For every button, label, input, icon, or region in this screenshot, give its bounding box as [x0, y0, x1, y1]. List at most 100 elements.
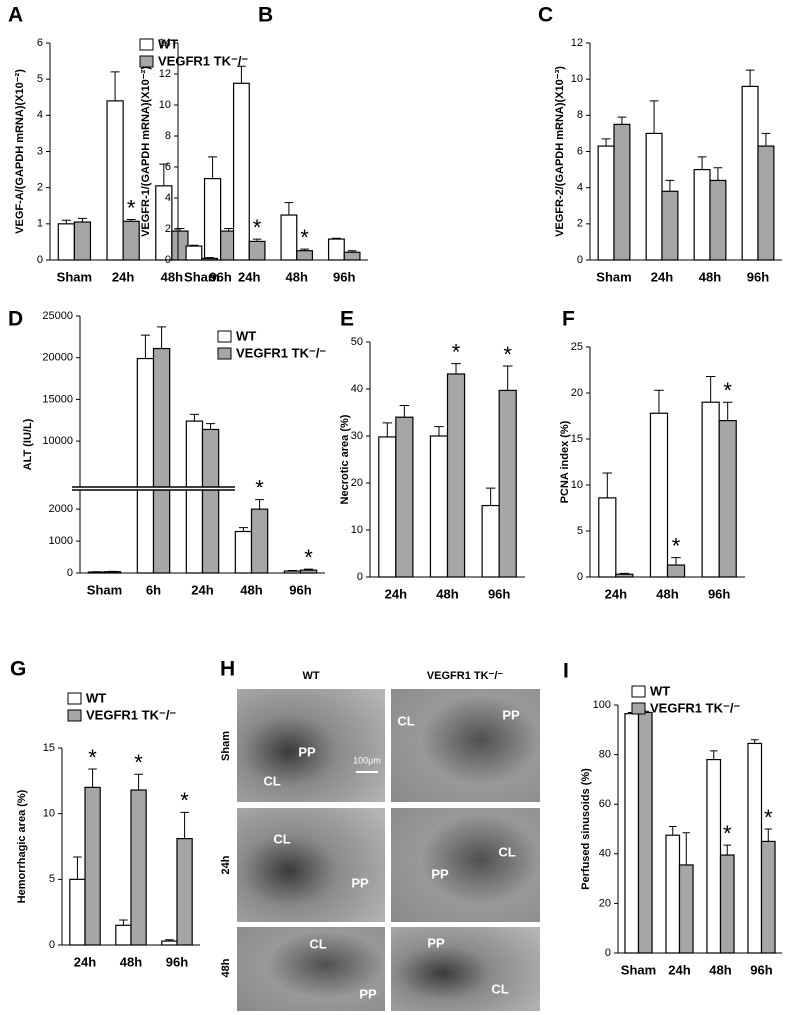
bar: [446, 373, 466, 578]
error-bar: [165, 939, 174, 942]
error-bar: [654, 389, 664, 414]
error-bar: [382, 422, 393, 437]
error-bar: [602, 472, 613, 498]
bar: [84, 786, 101, 946]
bar: [296, 250, 314, 261]
y-tick-label: 1: [37, 218, 43, 230]
significance-mark: *: [503, 342, 512, 367]
legend-swatch: [139, 55, 154, 68]
error-bar: [347, 250, 357, 253]
x-tick-label: 24h: [385, 586, 407, 601]
error-bar: [671, 557, 681, 566]
error-bar: [399, 404, 410, 418]
region-label: PP: [431, 866, 449, 881]
bar: [615, 573, 634, 578]
y-axis-label: PCNA index (%): [559, 420, 571, 503]
x-tick-label: 48h: [709, 962, 731, 977]
y-tick-label: 20: [571, 387, 583, 399]
bar: [280, 214, 298, 261]
bar: [69, 878, 86, 946]
region-label: PP: [298, 744, 316, 759]
error-bar: [665, 179, 675, 192]
error-bar: [205, 257, 214, 259]
x-tick-label: 48h: [699, 269, 721, 284]
x-tick-label: 24h: [238, 269, 260, 284]
bar: [176, 838, 193, 946]
error-bar: [705, 375, 716, 403]
error-bar: [485, 487, 496, 506]
bar: [73, 221, 92, 261]
legend-label: VEGFR1 TK⁻/⁻: [236, 345, 326, 360]
y-axis-label: Hemorrhagic area (%): [16, 789, 28, 903]
legend-swatch: [67, 692, 82, 705]
error-bar: [619, 572, 630, 575]
bar: [598, 497, 617, 578]
bar: [343, 251, 361, 261]
significance-mark: *: [723, 821, 732, 846]
y-axis-label: Necrotic area (%): [339, 414, 351, 504]
bar: [760, 840, 776, 954]
y-tick-label: 15000: [42, 393, 73, 405]
micrograph: [237, 808, 385, 922]
y-tick-label: 10: [43, 808, 55, 820]
x-tick-label: Sham: [57, 269, 92, 284]
bar: [741, 85, 759, 261]
y-tick-label: 5: [49, 873, 55, 885]
micrograph: [391, 689, 540, 802]
y-tick-label: 80: [599, 749, 611, 761]
region-label: CL: [273, 831, 290, 846]
y-axis-label: VEGFR-1/(GAPDH mRNA)(X10⁻²): [140, 66, 152, 237]
legend-swatch: [631, 685, 646, 698]
x-tick-label: 24h: [191, 582, 213, 597]
y-tick-label: 0: [37, 254, 43, 266]
column-label: WT: [302, 670, 319, 682]
y-tick-label: 6: [165, 161, 171, 173]
x-tick-label: Sham: [621, 962, 656, 977]
error-bar: [304, 568, 314, 571]
legend-label: VEGFR1 TK⁻/⁻: [158, 53, 248, 68]
bar: [701, 401, 720, 578]
error-bar: [237, 65, 246, 84]
error-bar: [252, 238, 262, 242]
y-tick-label: 12: [571, 37, 583, 49]
column-label: VEGFR1 TK⁻/⁻: [427, 670, 504, 682]
x-tick-label: 96h: [209, 269, 231, 284]
x-tick-label: 24h: [74, 954, 96, 969]
bar: [645, 132, 663, 261]
bar: [719, 854, 735, 954]
significance-mark: *: [127, 195, 136, 220]
bar: [161, 940, 178, 946]
region-label: PP: [502, 707, 520, 722]
micrograph: [237, 927, 385, 1011]
y-tick-label: 4: [577, 182, 583, 194]
y-tick-label: 2: [577, 218, 583, 230]
bar: [234, 530, 253, 574]
x-tick-label: 96h: [333, 269, 355, 284]
error-bar: [434, 426, 444, 436]
y-axis-label: VEGFR-2/(GAPDH mRNA)(X10⁻³): [554, 66, 566, 237]
x-tick-label: 96h: [747, 269, 769, 284]
x-tick-label: 96h: [166, 954, 188, 969]
error-bar: [300, 248, 309, 251]
region-label: PP: [351, 875, 369, 890]
bar: [115, 924, 132, 946]
error-bar: [764, 828, 773, 842]
y-tick-label: 30: [351, 430, 363, 442]
error-bar: [224, 228, 234, 232]
error-bar: [451, 363, 461, 374]
y-tick-label: 2000: [49, 503, 73, 515]
x-tick-label: 48h: [656, 586, 678, 601]
legend-swatch: [631, 702, 646, 715]
legend-label: VEGFR1 TK⁻/⁻: [86, 707, 176, 722]
y-tick-label: 14: [159, 37, 171, 49]
bar: [299, 569, 318, 574]
y-tick-label: 25000: [42, 310, 73, 322]
bar: [203, 178, 222, 261]
panel-letter: C: [538, 4, 553, 27]
y-tick-label: 0: [49, 939, 55, 951]
y-tick-label: 4: [37, 109, 43, 121]
error-bar: [287, 569, 297, 572]
x-tick-label: 48h: [240, 582, 262, 597]
error-bar: [502, 365, 513, 391]
